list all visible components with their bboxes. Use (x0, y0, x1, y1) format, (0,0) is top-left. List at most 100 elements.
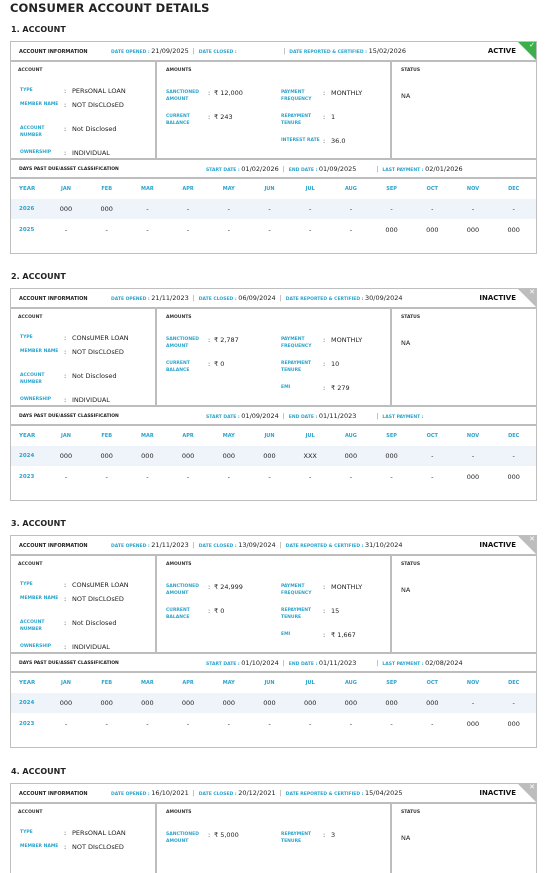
field-label: CURRENT BALANCE (166, 114, 190, 126)
close-icon: ✕ (529, 535, 535, 543)
dpd-header-row: YEAR JAN FEB MAR APR MAY JUN JUL AUG SEP OCT NOV DEC (11, 426, 536, 446)
month-header: DEC (508, 186, 520, 192)
date-opened-value: 21/09/2025 (151, 47, 189, 55)
account-details: ACCOUNT TYPE: CONsUMER LOAN MEMBER NAME: NOT… (11, 309, 536, 407)
dpd-cell: 000 (385, 226, 398, 234)
field-label: TYPE (20, 582, 33, 587)
date-closed-label: DATE CLOSED : (198, 50, 239, 55)
month-header: SEP (386, 433, 397, 439)
dpd-header-row: YEAR JAN FEB MAR APR MAY JUN JUL AUG SEP OCT NOV DEC (11, 673, 536, 693)
field-colon: : (323, 336, 326, 344)
year-cell: 2025 (19, 227, 35, 233)
field-label: OWNERSHIP (20, 150, 52, 155)
date-closed-label: DATE CLOSED : (198, 544, 239, 549)
year-header: YEAR (19, 186, 36, 192)
account-column-heading: ACCOUNT (18, 810, 43, 815)
separator: | (376, 660, 379, 667)
amounts-column-heading: AMOUNTS (166, 562, 192, 567)
end-date-label: END DATE : (288, 168, 319, 173)
field-label: TYPE (20, 335, 33, 340)
field: ACCOUNT NUMBER: Not Disclosed (20, 126, 160, 140)
month-header: JAN (61, 186, 71, 192)
account-column: ACCOUNT TYPE: CONsUMER LOAN MEMBER NAME: NOT… (11, 309, 157, 405)
dpd-row: 2023 - - - - - - - - - - 000 000 (11, 714, 536, 734)
account-info-title: ACCOUNT INFORMATION (19, 296, 88, 302)
start-date-label: START DATE : (206, 415, 242, 420)
field-label: CURRENT BALANCE (166, 608, 190, 620)
field: ACCOUNT NUMBER: Not Disclosed (20, 620, 160, 634)
year-cell: 2023 (19, 721, 35, 727)
month-header: JUN (264, 433, 275, 439)
dpd-title: DAYS PAST DUE/ASSET CLASSIFICATION (19, 414, 119, 419)
page-title: CONSUMER ACCOUNT DETAILS (10, 1, 210, 15)
account-info-title: ACCOUNT INFORMATION (19, 49, 88, 55)
interest-rate-value: 36.0 (331, 137, 346, 145)
dpd-row: 2026 000 000 - - - - - - - - - - (11, 199, 536, 219)
amounts-column-heading: AMOUNTS (166, 810, 192, 815)
field-colon: : (64, 595, 67, 603)
dpd-cell: - (390, 473, 393, 481)
dpd-cell: - (227, 720, 230, 728)
year-cell: 2023 (19, 474, 35, 480)
field: CURRENT BALANCE: ₹ 0 (166, 361, 306, 375)
status-column-heading: STATUS (401, 562, 421, 567)
field-colon: : (64, 348, 67, 356)
separator: | (192, 48, 195, 55)
dpd-cell: 000 (181, 699, 195, 707)
field-label: EMI (281, 385, 291, 390)
field: REPAYMENT TENURE:15 (281, 608, 421, 622)
field-label: REPAYMENT TENURE (281, 608, 312, 620)
field-label: MEMBER NAME (20, 102, 59, 107)
dpd-cell: - (431, 473, 434, 481)
dpd-dates: START DATE : 01/09/2024 | END DATE : 01/11… (206, 407, 424, 427)
month-header: OCT (426, 680, 438, 686)
field: SANCTIONED AMOUNT: ₹ 12,000 (166, 90, 306, 104)
month-header: MAY (222, 186, 235, 192)
start-date-label: START DATE : (206, 662, 242, 667)
status-value: NA (401, 834, 411, 842)
account-heading: 1. ACCOUNT (11, 25, 66, 34)
amounts-column-heading: AMOUNTS (166, 315, 192, 320)
dpd-cell: 000 (426, 699, 439, 707)
date-opened-label: DATE OPENED : (111, 50, 152, 55)
field: SANCTIONED AMOUNT: ₹ 24,999 (166, 584, 306, 598)
separator: | (279, 790, 282, 797)
type-value: PERsONAL LOAN (72, 87, 126, 95)
date-closed-value: 06/09/2024 (238, 294, 276, 302)
dpd-cell: 000 (344, 452, 358, 460)
dpd-cell: 000 (426, 226, 439, 234)
dpd-grid: YEAR JAN FEB MAR APR MAY JUN JUL AUG SEP OCT NOV DEC… (11, 673, 536, 733)
member-name-value: NOT DIsCLOsED (72, 348, 124, 356)
dpd-grid: YEAR JAN FEB MAR APR MAY JUN JUL AUG SEP OCT NOV DEC… (11, 179, 536, 239)
dpd-cell: - (146, 226, 149, 234)
sanctioned-amount-value: ₹ 5,000 (214, 831, 239, 839)
dpd-row: 2024 000 000 000 000 000 000 000 000 000 000 - - (11, 693, 536, 713)
end-date-label: END DATE : (288, 662, 319, 667)
dpd-cell: - (309, 473, 312, 481)
dpd-cell: 000 (344, 699, 358, 707)
field-label: ACCOUNT NUMBER (20, 126, 45, 138)
status-badge: INACTIVE (479, 541, 516, 549)
field: SANCTIONED AMOUNT: ₹ 5,000 (166, 832, 306, 846)
month-header: JUL (305, 186, 315, 192)
separator: | (192, 542, 195, 549)
field-label: SANCTIONED AMOUNT (166, 832, 199, 844)
end-date-label: END DATE : (288, 415, 319, 420)
dpd-cell: 000 (222, 699, 235, 707)
date-opened-value: 21/11/2023 (151, 294, 189, 302)
end-date-value: 01/11/2023 (318, 659, 357, 667)
dpd-cell: 000 (59, 205, 73, 213)
dpd-row: 2024 000 000 000 000 000 000 XXX 000 000 - - - (11, 446, 536, 466)
dpd-cell: 000 (100, 452, 113, 460)
dpd-bar: DAYS PAST DUE/ASSET CLASSIFICATION START … (11, 654, 536, 673)
amounts-column-heading: AMOUNTS (166, 68, 192, 73)
month-header: JUL (305, 433, 315, 439)
dpd-bar: DAYS PAST DUE/ASSET CLASSIFICATION START … (11, 160, 536, 179)
date-opened-value: 16/10/2021 (151, 789, 189, 797)
dpd-cell: - (512, 452, 515, 460)
dpd-cell: - (105, 720, 108, 728)
field-colon: : (208, 113, 211, 121)
year-header: YEAR (19, 680, 36, 686)
month-header: MAY (222, 680, 235, 686)
separator: | (279, 542, 282, 549)
